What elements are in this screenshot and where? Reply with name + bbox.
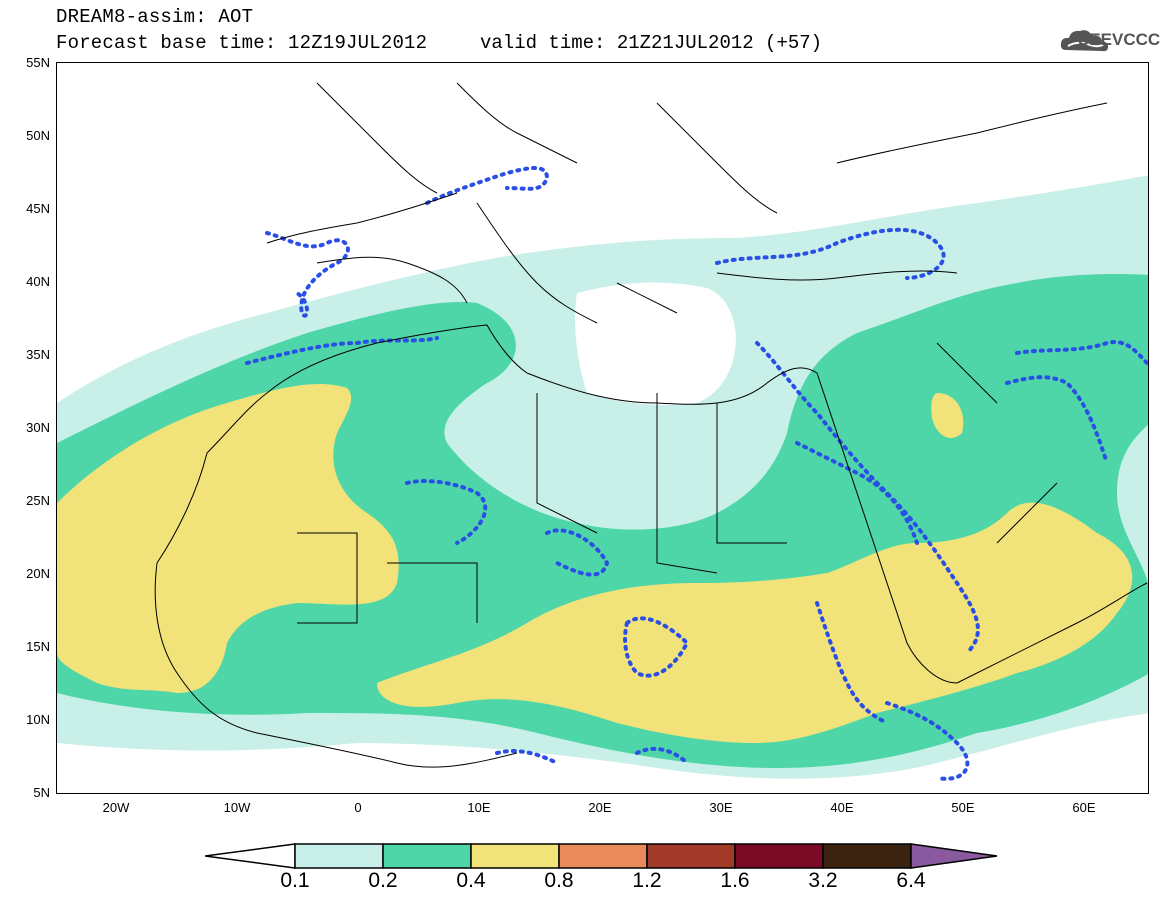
lon-label-60e: 60E xyxy=(1072,800,1096,815)
lon-label-10w: 10W xyxy=(223,800,251,815)
colorbar-label-0.2: 0.2 xyxy=(368,869,398,892)
valid-time: valid time: 21Z21JUL2012 (+57) xyxy=(480,32,823,54)
lat-label-45n: 45N xyxy=(26,201,50,216)
colorbar-segment-gt-6.4 xyxy=(910,843,998,869)
colorbar-segment-3.2 xyxy=(822,843,912,869)
colorbar-label-3.2: 3.2 xyxy=(808,869,838,892)
lon-label-50e: 50E xyxy=(951,800,975,815)
lat-label-25n: 25N xyxy=(26,493,50,508)
colorbar-segment-0.1 xyxy=(294,843,384,869)
lat-label-15n: 15N xyxy=(26,639,50,654)
colorbar-segment-lt-0.1 xyxy=(205,843,296,869)
colorbar-label-1.6: 1.6 xyxy=(720,869,750,892)
colorbar-label-0.4: 0.4 xyxy=(456,869,486,892)
aot-map xyxy=(57,82,1148,781)
forecast-base-time: Forecast base time: 12Z19JUL2012 xyxy=(56,32,428,54)
lon-label-10e: 10E xyxy=(467,800,491,815)
aot-contour-0.4 xyxy=(57,383,399,693)
lat-label-40n: 40N xyxy=(26,274,50,289)
lat-label-20n: 20N xyxy=(26,566,50,581)
lat-label-5n: 5N xyxy=(33,785,50,800)
colorbar-label-0.8: 0.8 xyxy=(544,869,574,892)
colorbar-label-0.1: 0.1 xyxy=(280,869,310,892)
colorbar-segment-1.2 xyxy=(646,843,736,869)
lon-label-40e: 40E xyxy=(830,800,854,815)
colorbar-segment-1.6 xyxy=(734,843,824,869)
colorbar-label-6.4: 6.4 xyxy=(896,869,926,892)
lat-label-50n: 50N xyxy=(26,128,50,143)
logo-text: SEEVCCC xyxy=(1078,30,1161,49)
lat-label-10n: 10N xyxy=(26,712,50,727)
lat-label-35n: 35N xyxy=(26,347,50,362)
colorbar-segment-0.8 xyxy=(558,843,648,869)
colorbar-label-1.2: 1.2 xyxy=(632,869,662,892)
lon-label-30e: 30E xyxy=(709,800,733,815)
lat-label-55n: 55N xyxy=(26,55,50,70)
lat-label-30n: 30N xyxy=(26,420,50,435)
lon-label-0: 0 xyxy=(354,800,362,815)
colorbar-segment-0.2 xyxy=(382,843,472,869)
lon-label-20e: 20E xyxy=(588,800,612,815)
colorbar xyxy=(205,843,998,869)
colorbar-segment-0.4 xyxy=(470,843,560,869)
cloud-logo-icon xyxy=(1060,30,1109,52)
lon-label-20w: 20W xyxy=(102,800,130,815)
map-title: DREAM8-assim: AOT xyxy=(56,6,254,28)
map-panel xyxy=(56,62,1149,794)
